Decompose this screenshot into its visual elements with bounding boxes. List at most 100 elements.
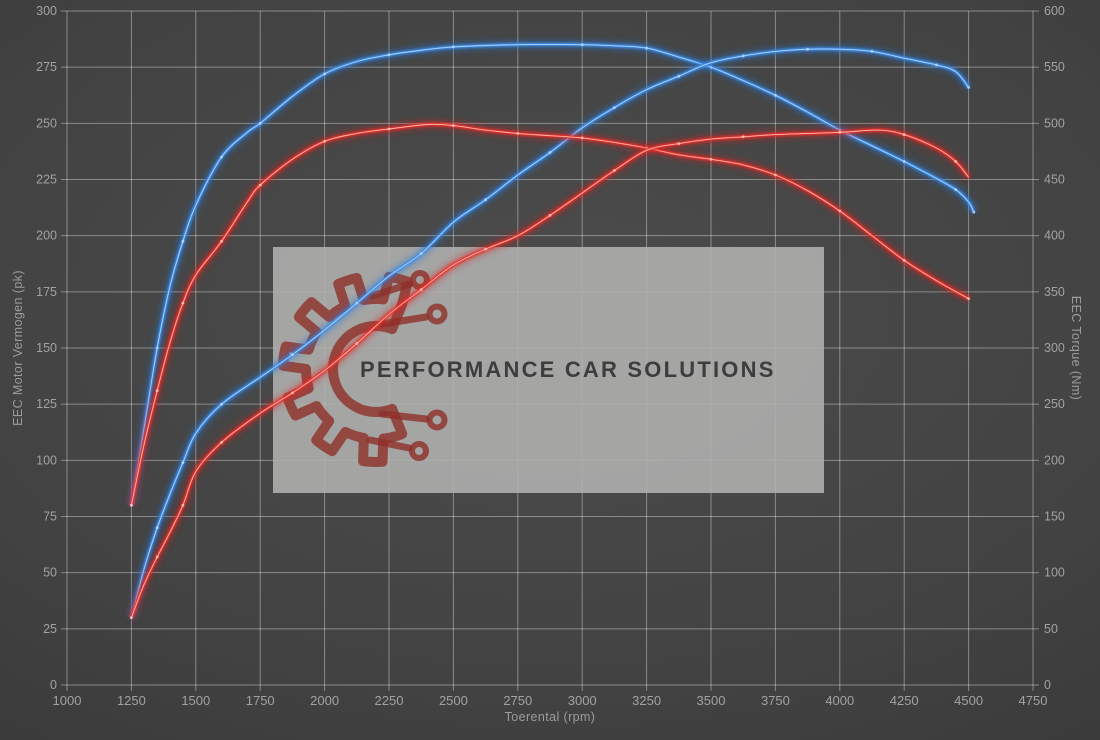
x-tick-label: 1750 <box>246 693 275 708</box>
blue-power-marker <box>548 151 552 154</box>
y-right-tick-label: 550 <box>1044 60 1065 74</box>
blue-torque-marker <box>954 188 958 192</box>
x-tick-label: 4750 <box>1019 693 1048 708</box>
y-right-tick-label: 400 <box>1044 229 1065 243</box>
circuit-node <box>426 303 448 325</box>
x-tick-label: 3000 <box>568 693 597 708</box>
y-right-tick-label: 500 <box>1044 116 1065 130</box>
y-left-tick-label: 0 <box>50 678 57 692</box>
y-right-tick-label: 600 <box>1044 4 1065 18</box>
x-axis-title: Toerental (rpm) <box>504 710 596 724</box>
blue-power-marker <box>220 402 224 406</box>
red-power-marker <box>419 288 423 291</box>
blue-power-marker <box>741 54 745 58</box>
blue-power-marker <box>967 86 970 89</box>
y-axis-left-title: EEC Motor Vermogen (pk) <box>11 270 25 426</box>
red-power-marker <box>548 214 552 217</box>
blue-power-core <box>130 48 969 618</box>
y-right-tick-label: 300 <box>1044 341 1065 355</box>
watermark: PERFORMANCE CAR SOLUTIONS <box>273 247 824 493</box>
series-blue-torque <box>127 40 978 507</box>
y-left-tick-label: 225 <box>36 173 57 187</box>
red-power-marker <box>677 142 681 146</box>
axes: 1000 1250 1500 1750 2000 2250 2500 2750 3000 3250… <box>36 4 1065 708</box>
red-torque-marker <box>967 297 970 300</box>
x-tick-label: 4000 <box>825 693 854 708</box>
red-power-marker <box>954 160 958 163</box>
y-right-tick-label: 50 <box>1044 622 1058 636</box>
x-tick-label: 2500 <box>439 693 468 708</box>
red-torque-marker <box>258 183 262 187</box>
x-tick-label: 3750 <box>761 693 790 708</box>
blue-power-marker <box>935 63 938 67</box>
blue-torque-marker <box>323 72 326 76</box>
red-torque-marker <box>902 259 906 262</box>
gridlines <box>66 10 1034 686</box>
blue-torque-marker <box>902 160 906 163</box>
circuit-trace <box>378 410 430 423</box>
y-left-tick-label: 125 <box>36 397 57 411</box>
y-left-tick-label: 200 <box>36 229 57 243</box>
red-torque-core <box>130 123 969 506</box>
series-red-torque <box>127 120 971 507</box>
red-torque-marker <box>838 209 842 213</box>
x-tick-label: 1500 <box>181 693 210 708</box>
red-torque-marker <box>387 127 391 131</box>
blue-power-marker <box>155 526 159 530</box>
blue-power-marker <box>806 47 809 51</box>
y-left-tick-label: 250 <box>36 116 57 130</box>
y-right-tick-label: 0 <box>1044 678 1051 692</box>
circuit-trace <box>378 313 430 328</box>
y-left-tick-label: 50 <box>43 566 57 580</box>
red-torque-marker <box>709 157 713 161</box>
blue-power-marker <box>613 106 616 109</box>
series-red-power <box>127 126 972 620</box>
red-power-marker <box>355 342 359 345</box>
red-torque-marker <box>155 389 159 393</box>
red-power-marker <box>613 169 616 172</box>
red-power-marker <box>902 133 906 137</box>
y-right-tick-label: 250 <box>1044 397 1065 411</box>
red-power-marker <box>838 130 842 134</box>
y-left-tick-label: 150 <box>36 341 57 355</box>
blue-power-marker <box>677 74 681 78</box>
blue-torque-marker <box>774 93 777 97</box>
blue-power-marker <box>870 50 874 53</box>
circuit-node <box>409 441 429 461</box>
red-power-marker <box>155 555 159 559</box>
watermark-text: PERFORMANCE CAR SOLUTIONS <box>360 357 776 382</box>
x-tick-label: 4250 <box>890 693 919 708</box>
x-tick-label: 1250 <box>117 693 146 708</box>
y-left-tick-label: 75 <box>43 510 57 524</box>
x-tick-label: 2000 <box>310 693 339 708</box>
circuit-trace <box>366 436 413 452</box>
x-tick-label: 3500 <box>697 693 726 708</box>
y-right-tick-label: 200 <box>1044 453 1065 467</box>
x-tick-label: 2250 <box>375 693 404 708</box>
blue-torque-marker <box>181 239 185 243</box>
x-tick-label: 1000 <box>53 693 82 708</box>
y-left-tick-label: 175 <box>36 285 57 299</box>
red-torque-marker <box>452 124 455 127</box>
blue-power-marker <box>355 301 359 305</box>
circuit-node <box>426 409 448 431</box>
y-left-tick-label: 275 <box>36 60 57 74</box>
blue-power-marker <box>419 252 423 256</box>
red-torque-marker <box>516 132 520 135</box>
blue-torque-core <box>130 44 975 506</box>
series-blue-power <box>127 44 972 619</box>
y-left-tick-label: 100 <box>36 453 57 467</box>
blue-torque-marker <box>972 210 976 214</box>
y-right-tick-label: 450 <box>1044 173 1065 187</box>
blue-power-marker <box>291 353 294 357</box>
blue-torque-marker <box>387 53 391 57</box>
red-torque-marker <box>323 139 326 143</box>
circuit-trace <box>368 280 414 300</box>
red-power-marker <box>181 503 185 507</box>
blue-torque-marker <box>258 121 262 125</box>
y-left-tick-label: 25 <box>43 622 57 636</box>
red-power-marker <box>484 247 487 251</box>
x-tick-label: 3250 <box>632 693 661 708</box>
y-right-tick-label: 350 <box>1044 285 1065 299</box>
